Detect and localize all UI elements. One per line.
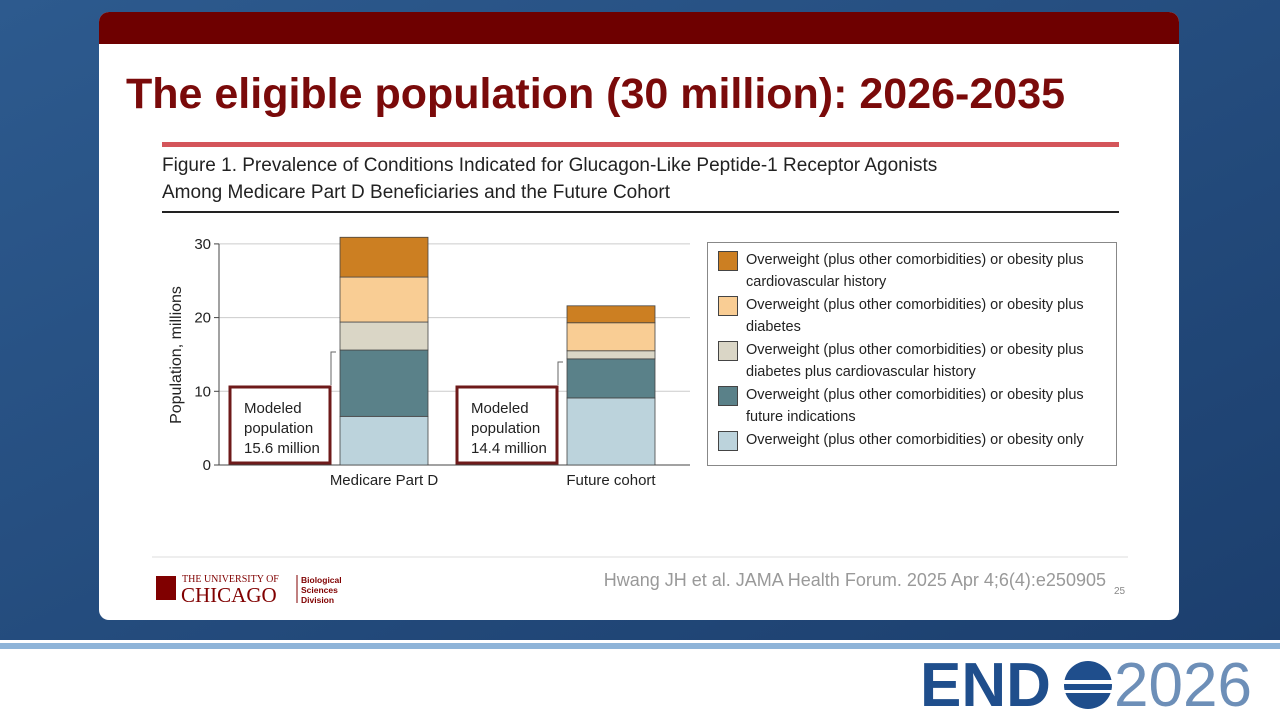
annotation-text: 15.6 million	[244, 440, 320, 457]
figure-title: Figure 1. Prevalence of Conditions Indic…	[162, 155, 937, 176]
bar-segment	[566, 305, 656, 324]
rule	[162, 142, 1119, 147]
logo-shield	[156, 576, 176, 600]
legend-swatch	[718, 341, 738, 361]
legend-swatch	[718, 431, 738, 451]
header-bar	[99, 12, 1179, 44]
legend-swatch	[718, 386, 738, 406]
source: Hwang JH et al. JAMA Health Forum. 2025 …	[604, 570, 1106, 590]
x-tick-label: Medicare Part D	[330, 472, 439, 489]
legend-label: Overweight (plus other comorbidities) or…	[746, 297, 1084, 335]
x-tick-label: Future cohort	[566, 472, 656, 489]
legend-item: Overweight (plus other comorbidities) or…	[718, 294, 1110, 338]
y-tick-label: 10	[194, 383, 211, 400]
legend-swatch	[718, 251, 738, 271]
annotation-text: Modeled	[471, 400, 529, 417]
logo-text: Biological	[301, 575, 342, 585]
logo-text: Division	[301, 595, 334, 605]
y-axis-label: Population, millions	[168, 286, 185, 424]
slide-title: The eligible population (30 million): 20…	[126, 70, 1065, 118]
bar-segment	[339, 236, 429, 278]
legend-label: Overweight (plus other comorbidities) or…	[746, 342, 1084, 380]
legend-item: Overweight (plus other comorbidities) or…	[718, 429, 1110, 451]
bar-segment	[339, 349, 429, 417]
legend-swatch	[718, 296, 738, 316]
annotation-connector	[330, 351, 336, 385]
annotation-box	[455, 385, 559, 465]
legend-label: Overweight (plus other comorbidities) or…	[746, 387, 1084, 425]
bar-segment	[339, 321, 429, 351]
annotation-text: 14.4 million	[471, 440, 547, 457]
footer-line	[0, 643, 1280, 649]
bar-segment	[339, 415, 429, 466]
event-globe	[1064, 661, 1112, 709]
annotation-text: Modeled	[244, 400, 302, 417]
figure-title: Among Medicare Part D Beneficiaries and …	[162, 182, 671, 203]
bar-segment	[566, 358, 656, 399]
bar-segment	[339, 276, 429, 323]
legend-item: Overweight (plus other comorbidities) or…	[718, 249, 1110, 293]
logo-text: CHICAGO	[181, 583, 277, 607]
bar-segment	[566, 350, 656, 360]
legend-item: Overweight (plus other comorbidities) or…	[718, 384, 1110, 428]
annotation-text: population	[244, 420, 313, 437]
y-tick-label: 0	[203, 457, 211, 474]
annotation-connector	[557, 361, 563, 385]
bar-segment	[566, 322, 656, 352]
bar-segment	[566, 397, 656, 466]
legend-label: Overweight (plus other comorbidities) or…	[746, 432, 1084, 448]
annotation-box	[228, 385, 332, 465]
page-number: 25	[1114, 586, 1126, 597]
legend: Overweight (plus other comorbidities) or…	[707, 242, 1117, 466]
y-tick-label: 30	[194, 236, 211, 253]
event-logo: END	[920, 651, 1051, 720]
logo-text: Sciences	[301, 585, 338, 595]
legend-label: Overweight (plus other comorbidities) or…	[746, 252, 1084, 290]
legend-item: Overweight (plus other comorbidities) or…	[718, 339, 1110, 383]
event-logo: 2026	[1114, 651, 1252, 720]
logo-text: THE UNIVERSITY OF	[182, 574, 279, 585]
rule	[162, 211, 1119, 213]
event-globe-stripe	[1062, 680, 1114, 684]
annotation-text: population	[471, 420, 540, 437]
y-tick-label: 20	[194, 310, 211, 327]
event-globe-stripe	[1062, 690, 1114, 693]
